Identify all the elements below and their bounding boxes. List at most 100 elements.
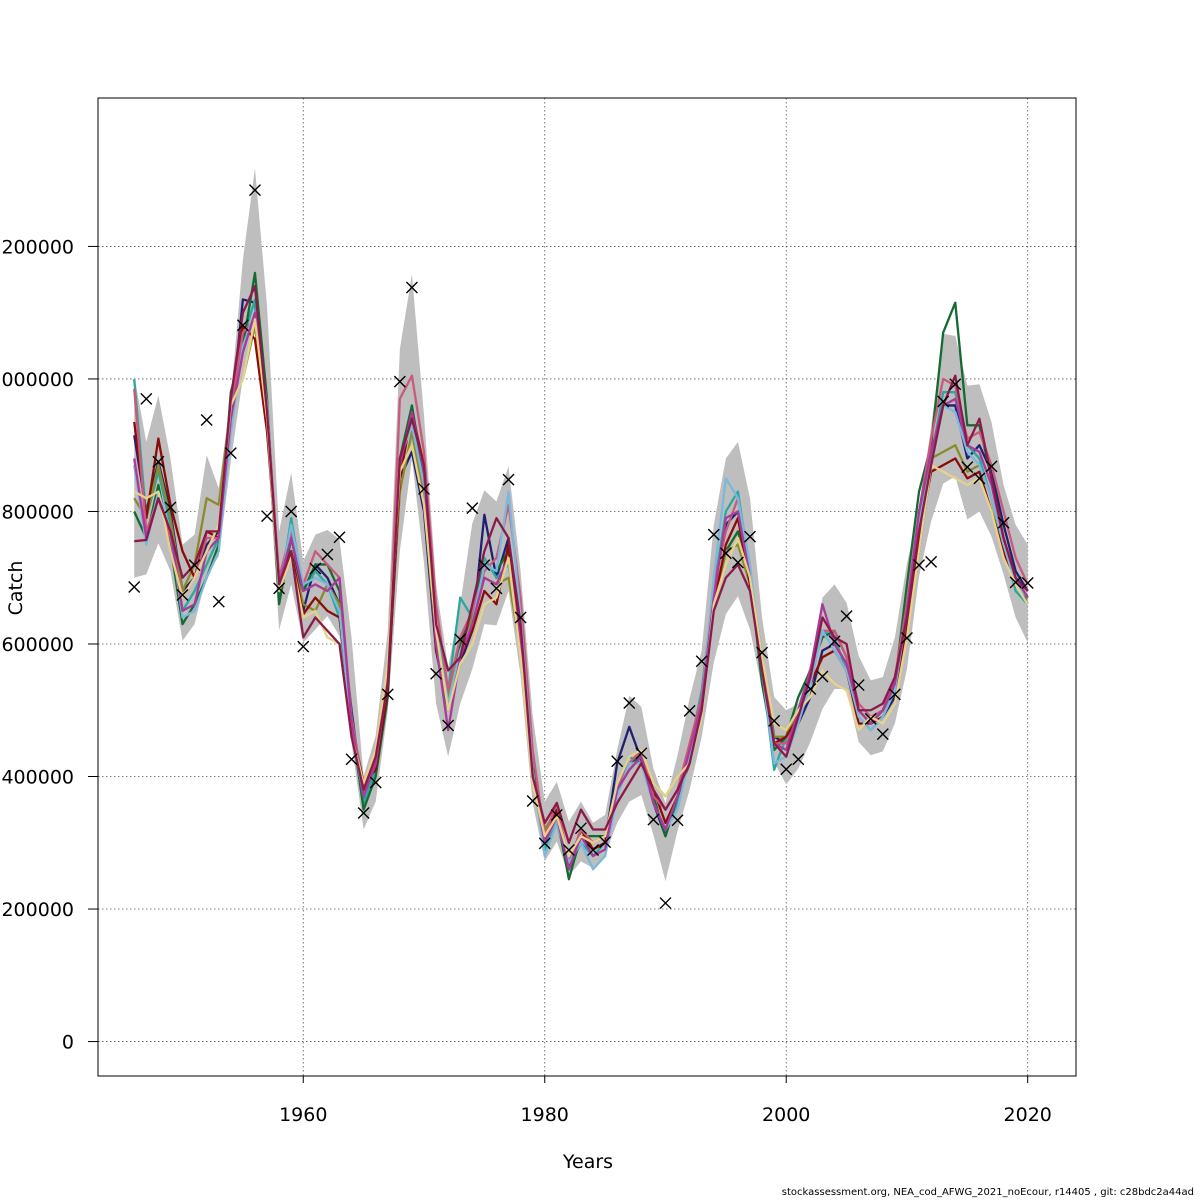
x-tick-label: 2020 (1004, 1104, 1052, 1126)
observation-marker (164, 501, 177, 514)
x-axis-label: Years (562, 1151, 613, 1173)
observation-marker (490, 582, 503, 595)
confidence-band (134, 168, 1028, 882)
footer-note: stockassessment.org, NEA_cod_AFWG_2021_n… (781, 1187, 1194, 1198)
observation-marker (1021, 577, 1034, 590)
observation-marker (514, 611, 527, 624)
x-tick-label: 1980 (521, 1104, 569, 1126)
observation-marker (333, 531, 346, 544)
observation-marker (864, 712, 877, 725)
y-axis: 0 200000 400000 600000 800000 1000000 1200000 (0, 236, 98, 1054)
grid-lines (98, 98, 1076, 1076)
observation-marker (997, 516, 1010, 529)
y-tick-label: 0 (62, 1032, 74, 1054)
observation-marker (683, 704, 696, 717)
observation-marker (140, 392, 153, 405)
series-lines (133, 271, 1029, 881)
observation-marker (273, 582, 286, 595)
observation-marker (937, 395, 950, 408)
observation-marker (659, 897, 672, 910)
x-tick-label: 1960 (279, 1104, 327, 1126)
y-tick-label: 600000 (1, 634, 74, 656)
observation-marker (430, 667, 443, 680)
observation-marker (550, 808, 563, 821)
observation-marker (200, 414, 213, 427)
observation-markers (128, 184, 1034, 910)
observation-marker (671, 814, 684, 827)
observation-marker (526, 795, 539, 808)
observation-marker (792, 753, 805, 766)
observation-marker (623, 696, 636, 709)
observation-marker (442, 719, 455, 732)
observation-marker (635, 747, 648, 760)
observation-marker (574, 822, 587, 835)
observation-marker (840, 610, 853, 623)
x-axis: 1960 1980 2000 2020 (279, 1076, 1052, 1126)
y-tick-label: 200000 (1, 899, 74, 921)
observation-marker (888, 688, 901, 701)
series-line-10 (134, 285, 1029, 844)
observation-marker (985, 460, 998, 473)
observation-marker (719, 547, 732, 560)
observation-marker (768, 714, 781, 727)
observation-marker (297, 640, 310, 653)
confidence-band-area (134, 168, 1028, 882)
observation-marker (285, 505, 298, 518)
observation-marker (418, 482, 430, 495)
observation-marker (454, 633, 467, 646)
series-line-6 (133, 318, 1029, 864)
observation-marker (1009, 576, 1022, 589)
observation-marker (345, 753, 358, 766)
observation-marker (188, 559, 201, 572)
observation-marker (587, 844, 600, 857)
y-tick-label: 1000000 (0, 369, 74, 391)
observation-marker (744, 530, 756, 543)
observation-marker (128, 581, 141, 593)
y-tick-label: 800000 (1, 501, 74, 523)
observation-marker (393, 375, 406, 388)
observation-marker (961, 461, 974, 474)
observation-marker (925, 555, 938, 568)
observation-marker (381, 688, 394, 701)
observation-marker (876, 728, 889, 741)
observation-marker (309, 562, 322, 575)
y-tick-label: 400000 (1, 767, 74, 789)
observation-marker (236, 319, 249, 332)
y-tick-label: 1200000 (0, 236, 74, 258)
observation-marker (816, 670, 829, 683)
observation-marker (852, 679, 865, 692)
observation-marker (731, 556, 744, 569)
observation-marker (357, 806, 370, 819)
observation-marker (369, 776, 382, 789)
observation-marker (502, 473, 515, 486)
observation-marker (756, 646, 769, 659)
observation-marker (973, 472, 986, 485)
observation-marker (707, 528, 720, 541)
plot-frame (97, 97, 1077, 1077)
observation-marker (949, 378, 962, 391)
observation-marker (405, 281, 418, 294)
observation-marker (478, 559, 491, 572)
observation-marker (804, 683, 817, 696)
observation-marker (562, 844, 575, 857)
observation-marker (224, 447, 237, 460)
y-axis-label: Catch (5, 561, 27, 616)
observation-marker (538, 837, 551, 850)
observation-marker (599, 836, 612, 849)
observation-marker (780, 763, 793, 776)
observation-marker (248, 184, 261, 197)
observation-marker (828, 635, 841, 648)
observation-marker (647, 813, 660, 826)
observation-marker (695, 655, 708, 668)
observation-marker (466, 502, 479, 515)
observation-marker (611, 755, 624, 768)
series-line-9 (133, 318, 1029, 858)
observation-marker (176, 588, 189, 601)
observation-marker (261, 510, 274, 523)
x-tick-label: 2000 (762, 1104, 810, 1126)
observation-marker (913, 559, 926, 572)
observation-marker (212, 595, 225, 608)
observation-marker (900, 632, 913, 645)
observation-marker (152, 455, 165, 468)
